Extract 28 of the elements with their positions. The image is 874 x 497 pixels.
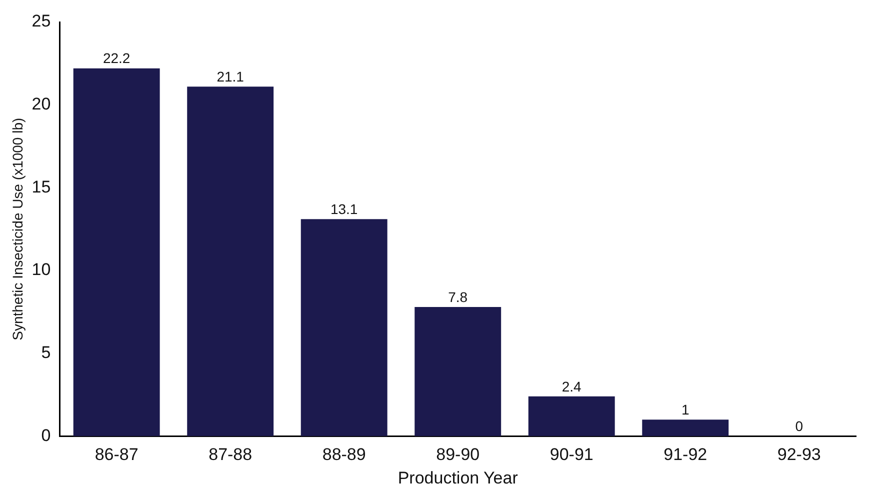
- y-tick-label: 0: [41, 426, 51, 445]
- x-tick-label: 91-92: [664, 445, 708, 464]
- x-tick-label: 86-87: [94, 445, 138, 464]
- x-tick-label: 87-88: [208, 445, 252, 464]
- data-label: 1: [681, 401, 690, 418]
- bar: [187, 86, 274, 436]
- y-axis-title: Synthetic Insecticide Use (x1000 lb): [9, 118, 26, 340]
- x-tick-label: 90-91: [550, 445, 594, 464]
- x-tick-label: 89-90: [436, 445, 480, 464]
- x-tick-label: 88-89: [322, 445, 366, 464]
- y-tick-label: 15: [32, 177, 51, 196]
- bar: [642, 420, 729, 436]
- x-tick-label: 92-93: [777, 445, 821, 464]
- data-label: 2.4: [562, 378, 582, 394]
- bar: [300, 219, 388, 436]
- data-label: 22.2: [102, 50, 130, 66]
- y-tick-label: 20: [32, 94, 51, 114]
- bar: [73, 68, 160, 436]
- data-label: 21.1: [216, 68, 244, 84]
- data-label: 7.8: [448, 288, 468, 305]
- data-label: 13.1: [330, 201, 358, 218]
- y-tick-label: 5: [41, 343, 51, 362]
- data-label: 0: [795, 418, 804, 434]
- bar: [414, 306, 502, 436]
- y-tick-label: 25: [32, 12, 51, 31]
- bar: [528, 396, 615, 436]
- y-tick-label: 10: [32, 260, 51, 280]
- x-axis-title: Production Year: [398, 468, 518, 488]
